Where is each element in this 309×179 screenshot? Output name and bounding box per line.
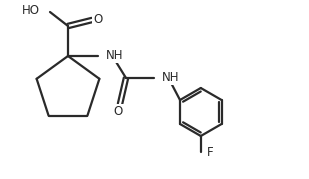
Text: NH: NH xyxy=(162,71,179,84)
Text: O: O xyxy=(113,105,123,117)
Text: F: F xyxy=(207,146,214,158)
Text: HO: HO xyxy=(22,4,40,16)
Text: NH: NH xyxy=(105,49,123,62)
Text: O: O xyxy=(93,13,103,25)
